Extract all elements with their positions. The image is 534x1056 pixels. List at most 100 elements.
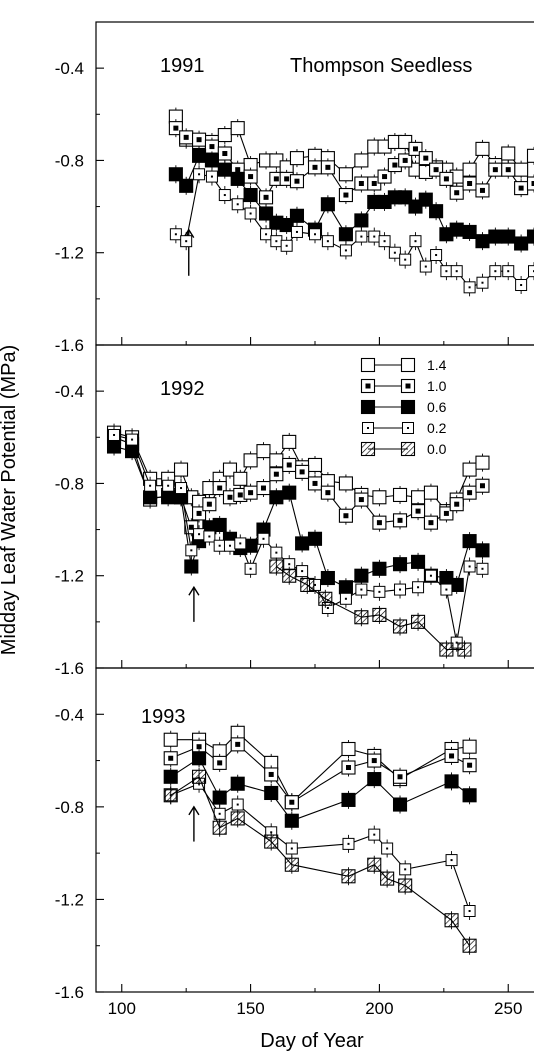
data-point-center — [326, 240, 329, 243]
data-point-center — [149, 484, 152, 487]
data-point-center — [217, 760, 223, 766]
data-point-center — [236, 803, 239, 806]
chart-title: Thompson Seedless — [290, 55, 472, 77]
data-point-center — [358, 497, 364, 503]
data-point — [230, 171, 245, 186]
legend-marker-center — [407, 427, 409, 429]
data-point-center — [494, 270, 497, 273]
data-point — [184, 559, 199, 574]
data-point-center — [443, 176, 449, 182]
panel-year-label: 1991 — [160, 55, 205, 77]
data-point — [341, 869, 356, 884]
data-point-center — [467, 762, 473, 768]
data-point — [462, 462, 477, 477]
data-point — [354, 153, 369, 168]
data-point — [338, 227, 353, 242]
data-point-center — [289, 799, 295, 805]
data-point-center — [373, 235, 376, 238]
data-point-center — [360, 235, 363, 238]
data-point — [475, 455, 490, 470]
data-point — [462, 739, 477, 754]
data-point — [501, 146, 516, 161]
data-point-center — [113, 433, 116, 436]
data-point-center — [312, 164, 318, 170]
series-0.2 — [169, 165, 534, 297]
data-point — [258, 206, 274, 221]
data-point — [439, 642, 454, 657]
data-point-center — [386, 847, 389, 850]
data-point-center — [445, 588, 448, 591]
data-point-center — [371, 181, 377, 186]
series-1.4 — [163, 723, 477, 812]
data-point-center — [273, 176, 279, 182]
data-point-center — [393, 251, 396, 254]
panel-year-label: 1993 — [141, 706, 186, 728]
data-point — [289, 208, 305, 223]
data-point-center — [299, 469, 305, 475]
legend-marker — [360, 399, 376, 415]
data-point-center — [183, 134, 189, 140]
data-point-center — [325, 164, 331, 170]
data-point-center — [196, 510, 202, 516]
data-point-center — [236, 203, 239, 206]
legend-marker — [400, 357, 416, 373]
data-point-center — [288, 563, 291, 566]
data-point — [173, 462, 189, 477]
data-point — [284, 857, 299, 872]
data-point — [163, 769, 178, 784]
data-point — [264, 785, 279, 801]
data-point — [367, 857, 382, 872]
data-point-center — [273, 471, 279, 477]
legend-label: 1.4 — [427, 357, 447, 373]
series-line — [113, 434, 483, 643]
data-point-center — [468, 910, 471, 912]
data-point-center — [295, 230, 298, 233]
data-point-center — [268, 771, 274, 777]
data-point — [168, 167, 183, 182]
arrow-head — [188, 585, 200, 596]
data-point — [449, 222, 464, 237]
legend-marker-center — [365, 383, 371, 389]
data-point — [354, 213, 369, 228]
data-point — [300, 577, 315, 592]
legend-label: 0.6 — [427, 399, 447, 415]
data-point-center — [290, 847, 293, 850]
data-point — [284, 813, 299, 828]
series-line — [170, 775, 471, 947]
data-point-center — [196, 744, 202, 750]
data-point-center — [433, 167, 439, 173]
data-point-center — [218, 544, 221, 547]
data-point-center — [344, 597, 347, 600]
data-point — [462, 534, 477, 549]
series-0.2 — [164, 774, 476, 920]
data-point — [501, 229, 516, 244]
data-point — [338, 476, 353, 491]
data-point-center — [344, 249, 347, 252]
data-point — [217, 128, 232, 143]
data-point-center — [467, 181, 473, 186]
data-point — [212, 517, 227, 533]
data-point-center — [392, 162, 398, 168]
data-point-center — [518, 185, 524, 191]
data-point — [217, 162, 232, 177]
data-point — [307, 457, 323, 473]
data-point-center — [424, 265, 427, 268]
data-point — [411, 614, 426, 629]
data-point — [418, 192, 433, 207]
data-point-center — [239, 542, 242, 545]
data-point-center — [345, 765, 351, 771]
data-point — [230, 121, 245, 136]
data-point-center — [445, 270, 448, 273]
series-line — [276, 566, 465, 651]
data-point-center — [248, 174, 254, 180]
data-point — [163, 788, 178, 803]
data-point-center — [326, 607, 329, 610]
data-point — [243, 453, 258, 468]
data-point — [341, 741, 356, 757]
data-point — [307, 531, 323, 546]
data-point-center — [235, 741, 241, 747]
series-0.0 — [163, 767, 477, 955]
legend-label: 1.0 — [427, 378, 447, 394]
data-point-center — [347, 842, 350, 845]
